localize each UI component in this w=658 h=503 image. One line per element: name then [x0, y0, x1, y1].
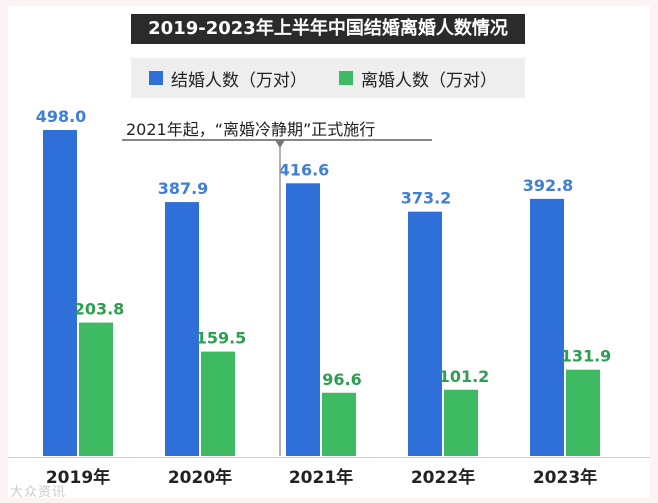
legend-label-divorce: 离婚人数（万对） [361, 70, 497, 91]
bar-marriage-2021年 [286, 183, 320, 456]
x-tick-label-2020年: 2020年 [168, 467, 232, 488]
annotation-background [122, 117, 434, 139]
x-tick-label-2023年: 2023年 [533, 467, 597, 488]
x-tick-label-2021年: 2021年 [289, 467, 353, 488]
bar-divorce-2020年 [201, 351, 235, 456]
bar-marriage-2023年 [530, 198, 564, 457]
data-label-marriage-2023年: 392.8 [523, 176, 574, 195]
data-label-divorce-2019年: 203.8 [74, 300, 125, 319]
bar-marriage-2022年 [408, 211, 442, 456]
x-tick-label-2019年: 2019年 [46, 467, 110, 488]
baseline-divider [8, 457, 650, 458]
data-label-marriage-2022年: 373.2 [401, 189, 452, 208]
data-label-divorce-2022年: 101.2 [439, 367, 490, 386]
bar-marriage-2020年 [165, 202, 199, 456]
legend-swatch-marriage [149, 71, 163, 85]
chart-title: 2019-2023年上半年中国结婚离婚人数情况 [131, 14, 525, 44]
bar-divorce-2022年 [444, 389, 478, 456]
data-label-marriage-2019年: 498.0 [36, 107, 87, 126]
bar-divorce-2023年 [566, 369, 600, 456]
annotation-text: 2021年起，“离婚冷静期”正式施行 [126, 120, 375, 139]
legend-swatch-divorce [339, 71, 353, 85]
data-label-marriage-2021年: 416.6 [279, 160, 330, 179]
watermark-text: 大众资讯 [10, 485, 67, 500]
annotation-marker-arrow [275, 140, 285, 148]
legend-label-marriage: 结婚人数（万对） [171, 70, 307, 91]
data-label-marriage-2020年: 387.9 [158, 179, 209, 198]
data-label-divorce-2023年: 131.9 [561, 347, 612, 366]
x-tick-label-2022年: 2022年 [411, 467, 475, 488]
legend-item-marriage: 结婚人数（万对） [149, 67, 307, 91]
bar-divorce-2021年 [322, 392, 356, 456]
chart-legend: 结婚人数（万对） 离婚人数（万对） [131, 58, 525, 98]
bar-divorce-2019年 [79, 322, 113, 456]
legend-item-divorce: 离婚人数（万对） [339, 67, 497, 91]
data-label-divorce-2021年: 96.6 [322, 370, 361, 389]
bar-marriage-2019年 [43, 130, 77, 456]
data-label-divorce-2020年: 159.5 [196, 329, 247, 348]
